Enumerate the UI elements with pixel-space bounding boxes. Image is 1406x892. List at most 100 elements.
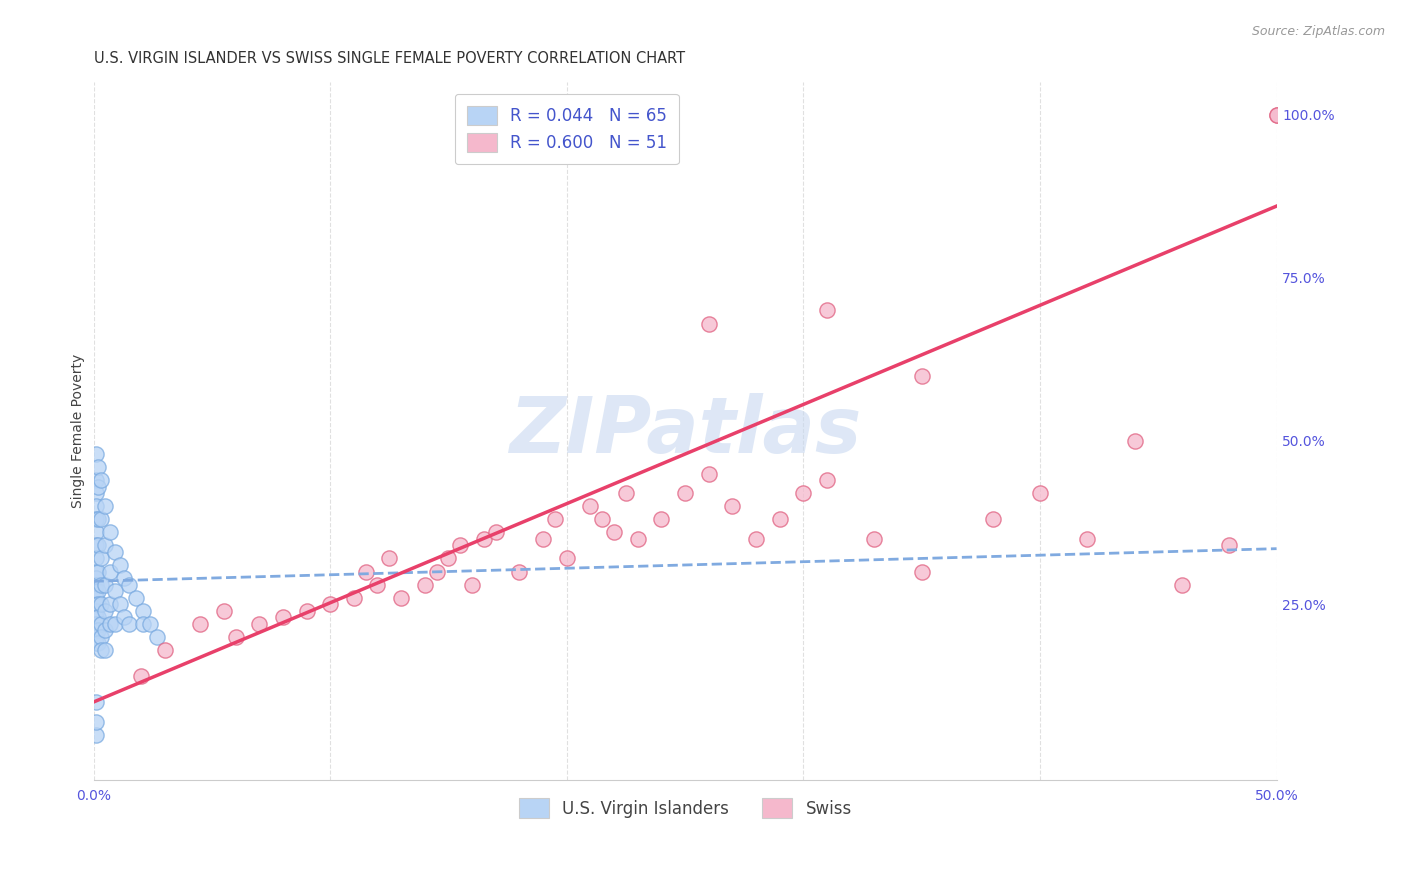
Point bbox=[911, 565, 934, 579]
Point bbox=[437, 551, 460, 566]
Point bbox=[815, 473, 838, 487]
Point bbox=[472, 532, 495, 546]
Point bbox=[697, 317, 720, 331]
Point bbox=[614, 486, 637, 500]
Point bbox=[1265, 108, 1288, 122]
Point bbox=[389, 591, 412, 605]
Legend: U.S. Virgin Islanders, Swiss: U.S. Virgin Islanders, Swiss bbox=[512, 792, 858, 824]
Point bbox=[87, 538, 110, 552]
Point bbox=[94, 642, 117, 657]
Point bbox=[295, 604, 318, 618]
Point bbox=[90, 473, 112, 487]
Point bbox=[769, 512, 792, 526]
Point bbox=[721, 500, 744, 514]
Point bbox=[544, 512, 567, 526]
Point bbox=[792, 486, 814, 500]
Point bbox=[461, 577, 484, 591]
Point bbox=[90, 630, 112, 644]
Point bbox=[697, 467, 720, 481]
Point bbox=[94, 577, 117, 591]
Point bbox=[98, 616, 121, 631]
Point bbox=[591, 512, 613, 526]
Point bbox=[603, 525, 626, 540]
Text: Source: ZipAtlas.com: Source: ZipAtlas.com bbox=[1251, 25, 1385, 38]
Point bbox=[84, 538, 107, 552]
Point bbox=[84, 591, 107, 605]
Point bbox=[84, 714, 107, 729]
Point bbox=[104, 584, 127, 599]
Point bbox=[108, 597, 131, 611]
Point bbox=[104, 616, 127, 631]
Point bbox=[118, 577, 141, 591]
Point bbox=[745, 532, 768, 546]
Point bbox=[84, 604, 107, 618]
Point bbox=[84, 597, 107, 611]
Point bbox=[84, 473, 107, 487]
Point bbox=[579, 500, 602, 514]
Point bbox=[153, 642, 176, 657]
Point bbox=[84, 728, 107, 742]
Point bbox=[104, 545, 127, 559]
Point bbox=[90, 597, 112, 611]
Point bbox=[673, 486, 696, 500]
Point bbox=[354, 565, 377, 579]
Point bbox=[84, 584, 107, 599]
Point bbox=[84, 565, 107, 579]
Point bbox=[139, 616, 162, 631]
Y-axis label: Single Female Poverty: Single Female Poverty bbox=[72, 354, 86, 508]
Point bbox=[87, 636, 110, 650]
Point bbox=[84, 695, 107, 709]
Point bbox=[87, 597, 110, 611]
Point bbox=[112, 610, 135, 624]
Point bbox=[247, 616, 270, 631]
Point bbox=[627, 532, 650, 546]
Point bbox=[94, 500, 117, 514]
Point bbox=[212, 604, 235, 618]
Point bbox=[84, 577, 107, 591]
Point bbox=[87, 565, 110, 579]
Point bbox=[1123, 434, 1146, 448]
Point bbox=[84, 610, 107, 624]
Point bbox=[271, 610, 294, 624]
Point bbox=[815, 303, 838, 318]
Point bbox=[87, 480, 110, 494]
Point bbox=[485, 525, 508, 540]
Point bbox=[94, 624, 117, 638]
Point bbox=[188, 616, 211, 631]
Point bbox=[87, 584, 110, 599]
Point bbox=[84, 571, 107, 585]
Point bbox=[84, 616, 107, 631]
Point bbox=[132, 616, 155, 631]
Point bbox=[84, 630, 107, 644]
Point bbox=[84, 551, 107, 566]
Point bbox=[449, 538, 471, 552]
Point bbox=[87, 610, 110, 624]
Point bbox=[650, 512, 672, 526]
Point bbox=[1076, 532, 1098, 546]
Point bbox=[90, 577, 112, 591]
Point bbox=[146, 630, 169, 644]
Point bbox=[84, 447, 107, 461]
Point bbox=[125, 591, 148, 605]
Point bbox=[94, 538, 117, 552]
Point bbox=[98, 525, 121, 540]
Point bbox=[366, 577, 388, 591]
Point bbox=[555, 551, 578, 566]
Point bbox=[84, 500, 107, 514]
Point bbox=[84, 624, 107, 638]
Point bbox=[1265, 108, 1288, 122]
Point bbox=[911, 368, 934, 383]
Point bbox=[87, 512, 110, 526]
Point bbox=[132, 604, 155, 618]
Point bbox=[319, 597, 342, 611]
Point bbox=[1171, 577, 1194, 591]
Point bbox=[98, 597, 121, 611]
Point bbox=[87, 624, 110, 638]
Point bbox=[84, 636, 107, 650]
Point bbox=[84, 525, 107, 540]
Text: ZIPatlas: ZIPatlas bbox=[509, 393, 862, 469]
Text: U.S. VIRGIN ISLANDER VS SWISS SINGLE FEMALE POVERTY CORRELATION CHART: U.S. VIRGIN ISLANDER VS SWISS SINGLE FEM… bbox=[94, 51, 685, 66]
Point bbox=[84, 486, 107, 500]
Point bbox=[98, 565, 121, 579]
Point bbox=[426, 565, 449, 579]
